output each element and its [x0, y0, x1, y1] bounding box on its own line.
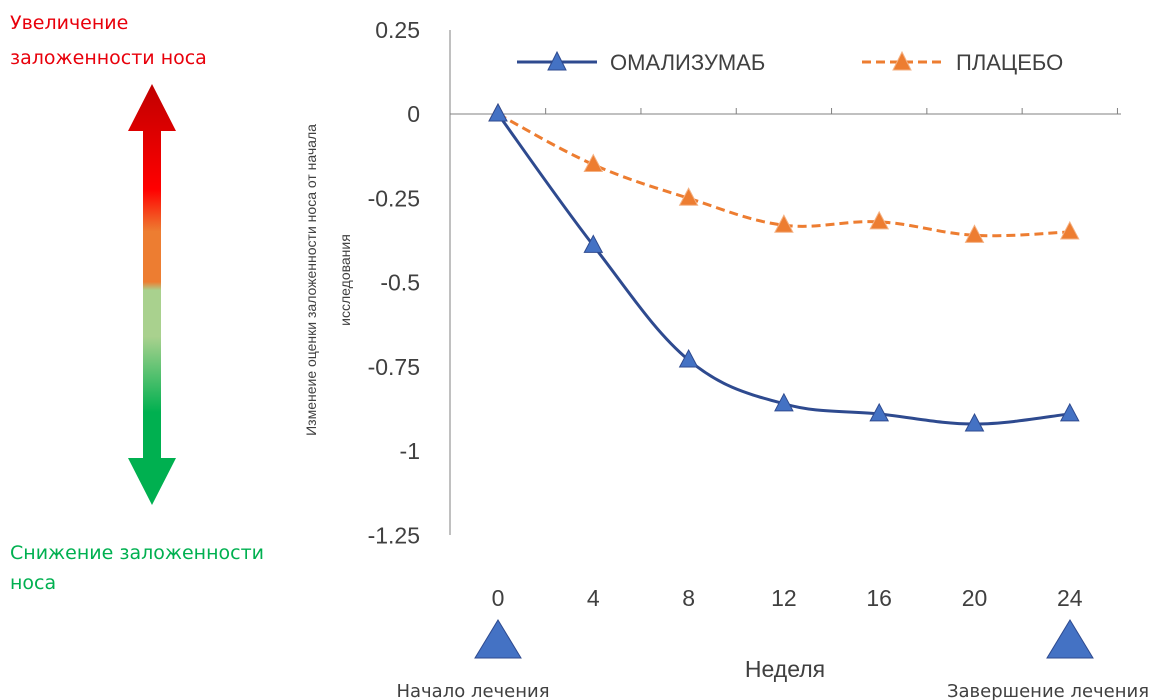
legend-omalizumab-marker-icon [547, 50, 567, 71]
congestion-scale-arrow [128, 84, 176, 505]
x-tick-label: 24 [1057, 585, 1083, 611]
series-omalizumab-point [964, 412, 985, 432]
x-tick-label: 20 [962, 585, 988, 611]
series-placebo-point [964, 224, 985, 243]
treatment-end-label: Завершение лечения [947, 681, 1149, 700]
series-placebo-point [774, 214, 794, 233]
x-tick-label: 0 [492, 585, 505, 611]
legend: ОМАЛИЗУМАБ ПЛАЦЕБО [517, 50, 1063, 75]
series-omalizumab-point [774, 392, 794, 412]
increase-label-line1: Увеличение [10, 12, 128, 34]
series-omalizumab-point [678, 348, 699, 368]
x-tick-label: 4 [587, 585, 600, 611]
series-omalizumab-point [1059, 402, 1080, 422]
series-placebo-point [583, 153, 604, 173]
y-tick-label: -1 [400, 438, 420, 464]
y-tick-label: -0.25 [368, 185, 420, 211]
treatment-start-label: Начало лечения [396, 681, 549, 700]
x-tick-label: 8 [682, 585, 695, 611]
y-axis-title-line1: Изменеие оценки заложенности носа от нач… [303, 124, 319, 436]
increase-label-line2: заложенности носа [10, 47, 207, 69]
x-tick-label: 16 [866, 585, 892, 611]
y-tick-label: -0.5 [380, 270, 420, 296]
legend-omalizumab-label: ОМАЛИЗУМАБ [610, 50, 765, 75]
y-tick-label: -0.75 [368, 354, 420, 380]
series-placebo-point [1059, 220, 1080, 240]
series-omalizumab-line [496, 113, 1070, 426]
legend-placebo-marker-icon [892, 50, 912, 71]
treatment-start-marker-icon [474, 619, 522, 659]
series-omalizumab-point [869, 402, 890, 422]
y-tick-label: 0 [407, 101, 420, 127]
treatment-end-marker-icon [1046, 619, 1094, 659]
series-omalizumab-point [583, 234, 604, 253]
legend-placebo-label: ПЛАЦЕБО [956, 50, 1063, 75]
y-tick-label: -1.25 [368, 522, 420, 548]
series-placebo-point [869, 210, 890, 230]
decrease-label-line1: Снижение заложенности [10, 542, 264, 564]
x-tick-label: 12 [771, 585, 797, 611]
series-placebo-point [678, 187, 699, 206]
y-axis-title-line2: исследования [337, 234, 353, 326]
y-tick-label: 0.25 [375, 17, 420, 43]
x-axis-title: Неделя [745, 656, 825, 682]
decrease-label-line2: носа [10, 572, 56, 594]
series-omalizumab-point [488, 102, 508, 122]
